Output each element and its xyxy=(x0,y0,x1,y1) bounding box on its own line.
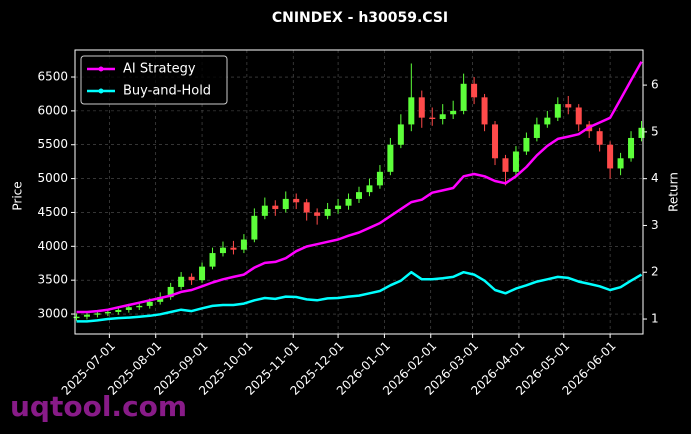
y2-tick-label: 4 xyxy=(651,171,659,185)
y-tick-label: 4000 xyxy=(37,239,68,253)
series-line xyxy=(76,61,643,314)
y-tick-label: 4500 xyxy=(37,205,68,219)
legend-label: AI Strategy xyxy=(123,62,196,77)
legend-label: Buy-and-Hold xyxy=(123,84,211,99)
candle-body xyxy=(282,198,289,210)
candle-body xyxy=(544,117,551,125)
candle-body xyxy=(523,137,530,152)
candle-body xyxy=(617,158,624,169)
candle-body xyxy=(261,205,268,216)
y-tick-label: 3000 xyxy=(37,307,68,321)
candle-body xyxy=(345,198,352,206)
candle-body xyxy=(167,286,174,298)
candle-body xyxy=(240,239,247,250)
y2-tick-label: 5 xyxy=(651,124,659,138)
candle-body xyxy=(397,124,404,145)
candle-body xyxy=(104,311,111,314)
candle-body xyxy=(439,114,446,120)
candle-body xyxy=(565,104,572,108)
candle-body xyxy=(429,117,436,120)
series-line xyxy=(76,270,643,323)
candle-body xyxy=(125,307,132,310)
candle-body xyxy=(450,110,457,115)
candle-body xyxy=(460,83,467,111)
candle-body xyxy=(209,253,216,267)
candle-body xyxy=(83,314,90,317)
candle-body xyxy=(188,276,195,281)
legend-box xyxy=(80,55,228,105)
candle-body xyxy=(408,97,415,125)
candle-body xyxy=(303,202,310,213)
y2-tick-label: 3 xyxy=(651,218,659,232)
y-tick-label: 6000 xyxy=(37,103,68,117)
candle-body xyxy=(387,144,394,172)
candle-body xyxy=(293,198,300,203)
candle-body xyxy=(199,266,206,281)
candle-body xyxy=(376,171,383,186)
y-axis-label: Price xyxy=(11,181,25,210)
plot-frame xyxy=(74,49,644,335)
candle-body xyxy=(146,301,153,306)
candle-body xyxy=(115,309,122,312)
watermark: uqtool.com xyxy=(10,390,187,423)
y-tick-label: 5000 xyxy=(37,171,68,185)
y-tick-label: 3500 xyxy=(37,273,68,287)
candle-body xyxy=(554,104,561,118)
candle-body xyxy=(607,144,614,169)
candle-body xyxy=(178,276,185,287)
candle-body xyxy=(638,127,645,138)
y2-tick-label: 2 xyxy=(651,265,659,279)
y2-axis-label: Return xyxy=(667,172,681,212)
chart-title: CNINDEX - h30059.CSI xyxy=(272,10,448,26)
legend-marker xyxy=(98,66,104,72)
candle-body xyxy=(219,247,226,254)
candle-body xyxy=(230,247,237,250)
candle-body xyxy=(73,316,80,319)
candle-body xyxy=(366,185,373,193)
candle-body xyxy=(324,209,331,216)
candle-body xyxy=(575,107,582,125)
candle-body xyxy=(471,83,478,98)
candle-body xyxy=(136,305,143,308)
candle-body xyxy=(596,131,603,145)
candle-body xyxy=(418,97,425,118)
candle-body xyxy=(356,192,362,199)
y-tick-label: 6500 xyxy=(37,70,68,84)
candle-body xyxy=(628,137,635,159)
candle-body xyxy=(251,215,258,240)
candle-body xyxy=(502,158,509,172)
candle-body xyxy=(314,212,321,216)
candle-body xyxy=(512,151,519,172)
y2-tick-label: 1 xyxy=(651,312,659,326)
candle-body xyxy=(533,124,540,138)
candle-body xyxy=(157,297,164,302)
candle-body xyxy=(481,97,488,125)
candle-body xyxy=(272,205,279,210)
y2-tick-label: 6 xyxy=(651,78,659,92)
legend-marker xyxy=(98,88,104,94)
candle-body xyxy=(335,205,342,210)
candle-body xyxy=(94,313,101,315)
candle-body xyxy=(492,124,499,159)
y-tick-label: 5500 xyxy=(37,137,68,151)
